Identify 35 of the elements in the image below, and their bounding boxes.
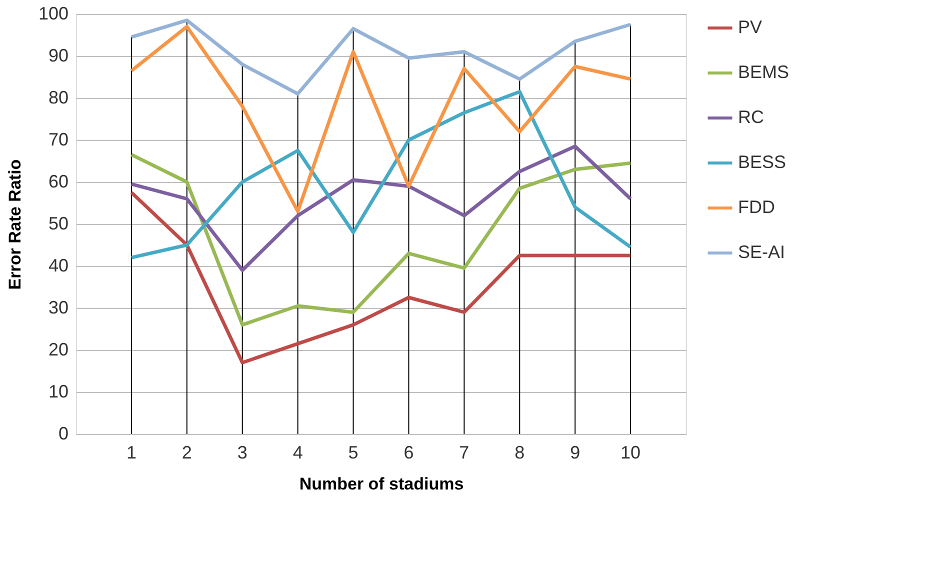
x-tick-label: 5	[348, 442, 358, 462]
legend-label: SE-AI	[738, 242, 786, 262]
x-tick-label: 8	[514, 442, 525, 462]
y-tick-label: 40	[48, 256, 68, 276]
legend-label: RC	[738, 107, 764, 127]
y-tick-label: 70	[48, 130, 68, 150]
y-tick-label: 60	[48, 172, 68, 192]
y-tick-label: 0	[58, 424, 68, 444]
line-series	[130, 18, 632, 96]
x-tick-label: 6	[404, 442, 414, 462]
x-tick-label: 10	[620, 442, 641, 462]
line-series	[130, 144, 632, 272]
y-tick-label: 80	[48, 88, 68, 108]
legend-label: FDD	[738, 197, 775, 217]
x-axis-title: Number of stadiums	[299, 474, 464, 494]
x-tick-label: 4	[292, 442, 303, 462]
legend-label: PV	[738, 17, 762, 37]
x-tick-label: 1	[126, 442, 136, 462]
y-tick-label: 100	[38, 4, 68, 24]
line-series	[130, 152, 632, 327]
y-axis-title: Error Rate Ratio	[5, 159, 24, 290]
x-tick-label: 3	[237, 442, 248, 462]
y-tick-label: 30	[48, 298, 68, 318]
x-tick-label: 7	[459, 442, 470, 462]
legend-label: BEMS	[738, 62, 790, 82]
x-tick-label: 2	[182, 442, 192, 462]
x-tick-label: 9	[570, 442, 580, 462]
line-series	[130, 190, 632, 364]
y-tick-label: 50	[48, 214, 68, 234]
y-tick-label: 90	[48, 46, 68, 66]
line-series	[130, 24, 632, 214]
line-series	[130, 90, 632, 260]
y-tick-label: 10	[48, 382, 68, 402]
legend-label: BESS	[738, 152, 786, 172]
y-tick-label: 20	[48, 340, 68, 360]
